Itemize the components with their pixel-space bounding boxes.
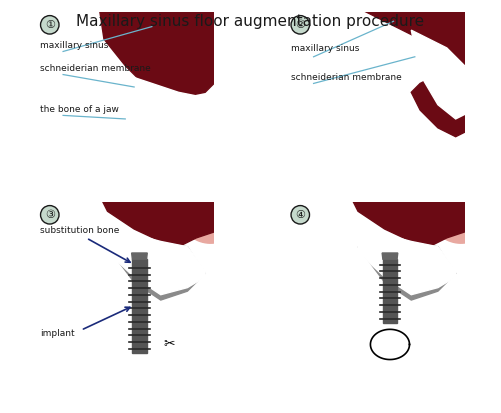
Polygon shape	[443, 0, 501, 78]
Polygon shape	[99, 193, 223, 247]
Polygon shape	[370, 329, 409, 360]
Circle shape	[41, 206, 59, 224]
Polygon shape	[108, 242, 205, 300]
Text: substitution bone: substitution bone	[40, 225, 119, 235]
Text: ④: ④	[295, 210, 305, 220]
Polygon shape	[132, 253, 147, 259]
Circle shape	[291, 16, 310, 34]
Polygon shape	[411, 74, 473, 137]
Polygon shape	[411, 30, 473, 119]
Text: ①: ①	[45, 20, 55, 30]
Circle shape	[41, 16, 59, 34]
Polygon shape	[383, 259, 397, 323]
Polygon shape	[429, 179, 485, 243]
Text: the bone of a jaw: the bone of a jaw	[40, 105, 119, 114]
Text: ②: ②	[295, 20, 305, 30]
Polygon shape	[349, 3, 473, 92]
Text: maxillary sinus: maxillary sinus	[40, 41, 108, 50]
Polygon shape	[382, 253, 398, 259]
Polygon shape	[193, 0, 266, 78]
Text: implant: implant	[40, 329, 75, 337]
Text: schneiderian membrane: schneiderian membrane	[40, 64, 151, 73]
Polygon shape	[108, 234, 205, 295]
Polygon shape	[178, 179, 235, 243]
Text: maxillary sinus: maxillary sinus	[291, 45, 359, 53]
Text: schneiderian membrane: schneiderian membrane	[291, 73, 401, 82]
Text: Maxillary sinus floor augmentation procedure: Maxillary sinus floor augmentation proce…	[77, 14, 424, 29]
Text: ✂: ✂	[164, 337, 175, 351]
Polygon shape	[132, 259, 147, 353]
Polygon shape	[99, 3, 223, 97]
Polygon shape	[99, 66, 223, 119]
Polygon shape	[349, 193, 473, 247]
Polygon shape	[358, 234, 456, 295]
Circle shape	[291, 206, 310, 224]
Text: ③: ③	[45, 210, 55, 220]
Polygon shape	[358, 242, 456, 300]
